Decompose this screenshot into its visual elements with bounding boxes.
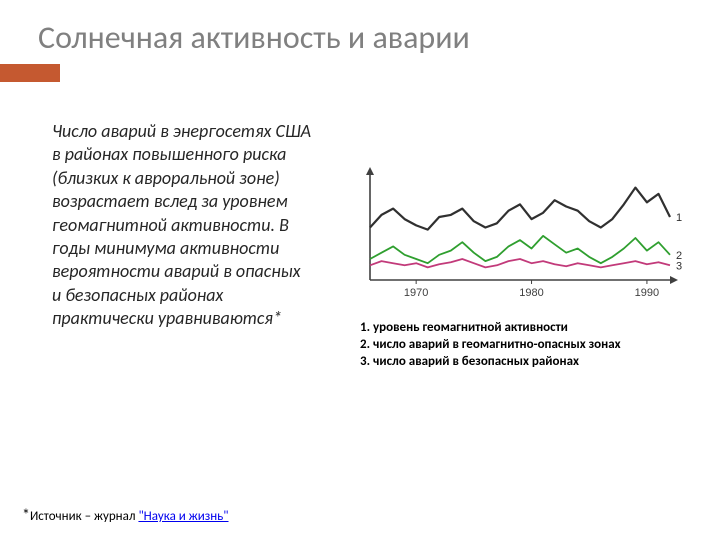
svg-text:1980: 1980 bbox=[519, 287, 543, 299]
svg-text:1990: 1990 bbox=[635, 287, 659, 299]
accent-bar bbox=[0, 64, 60, 82]
svg-text:3: 3 bbox=[676, 260, 682, 272]
body-paragraph: Число аварий в энергосетях США в районах… bbox=[52, 120, 312, 331]
legend-item-2: 2. число аварий в геомагнитно-опасных зо… bbox=[360, 337, 700, 354]
legend-item-1: 1. уровень геомагнитной активности bbox=[360, 320, 700, 337]
chart-legend: 1. уровень геомагнитной активности 2. чи… bbox=[360, 320, 700, 371]
svg-text:1970: 1970 bbox=[404, 287, 428, 299]
page-title: Солнечная активность и аварии bbox=[0, 0, 720, 57]
source-text: Источник – журнал bbox=[30, 509, 138, 524]
source-link[interactable]: "Наука и жизнь" bbox=[138, 509, 228, 524]
svg-text:1: 1 bbox=[676, 212, 682, 224]
source-asterisk: * bbox=[22, 506, 30, 525]
source-citation: *Источник – журнал "Наука и жизнь" bbox=[22, 506, 229, 525]
legend-item-3: 3. число аварий в безопасных районах bbox=[360, 354, 700, 371]
line-chart: 197019801990123 bbox=[355, 165, 685, 305]
